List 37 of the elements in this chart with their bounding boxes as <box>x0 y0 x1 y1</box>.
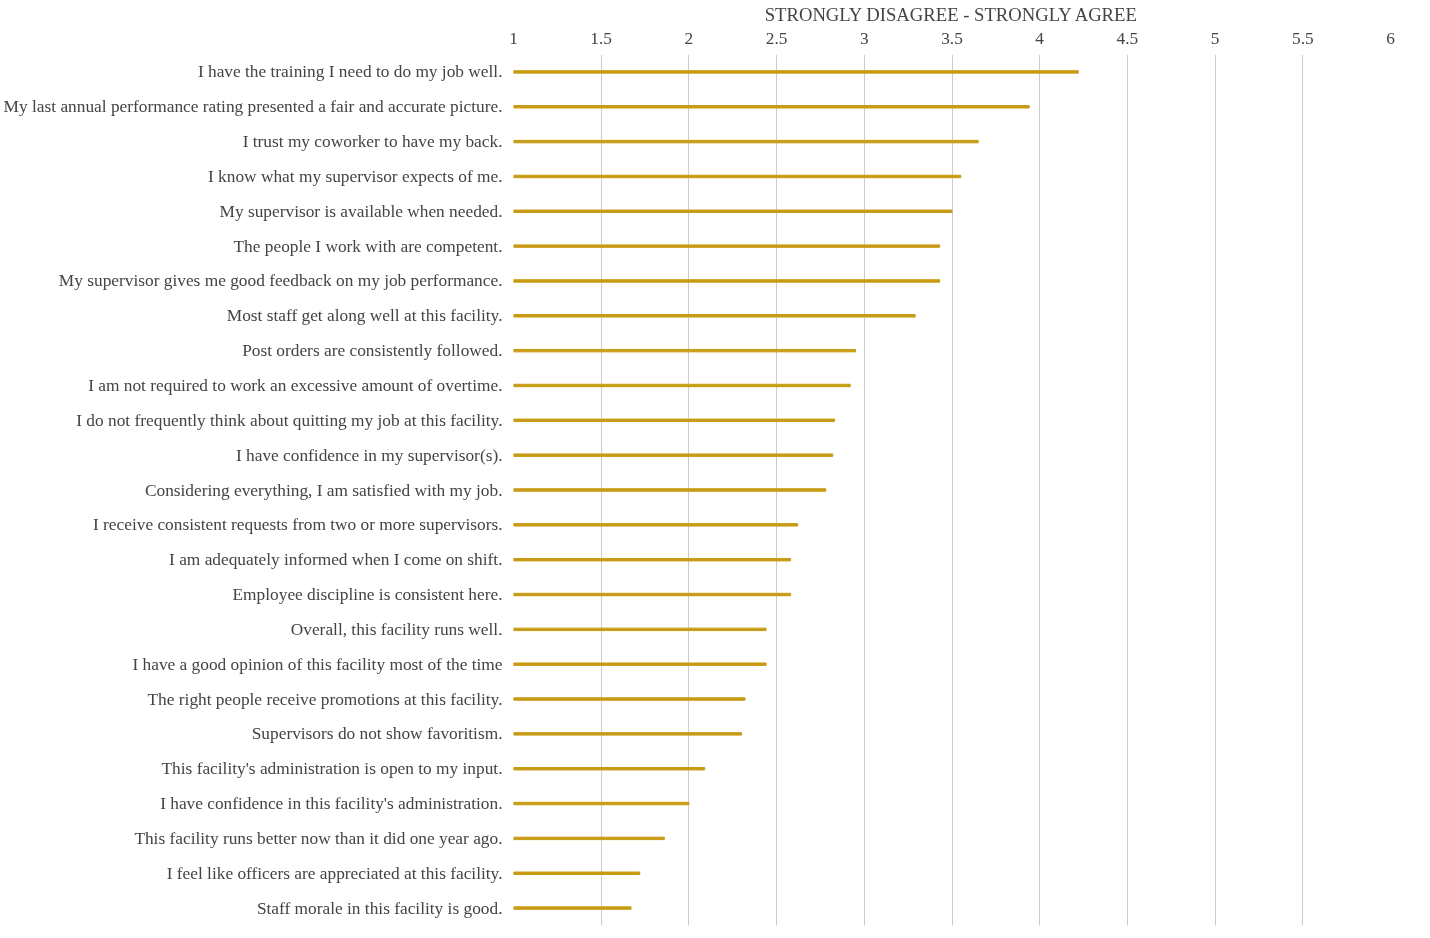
y-tick-label: This facility's administration is open to my input. <box>161 759 503 779</box>
y-tick-label: Employee discipline is consistent here. <box>232 585 503 605</box>
y-tick-label: The people I work with are competent. <box>233 236 503 256</box>
y-tick-label: I am adequately informed when I come on shift. <box>169 550 503 570</box>
y-tick-label: I feel like officers are appreciated at this facility. <box>166 863 503 883</box>
y-tick-label: Post orders are consistently followed. <box>242 341 503 361</box>
y-tick-label: Staff morale in this facility is good. <box>256 898 503 918</box>
y-tick-label: My supervisor gives me good feedback on my job performance. <box>58 271 503 291</box>
y-tick-label: I have the training I need to do my job well. <box>197 62 503 82</box>
x-axis-title: STRONGLY DISAGREE - STRONGLY AGREE <box>764 3 1137 25</box>
x-tick-label: 5 <box>1210 28 1220 48</box>
y-tick-label: I have a good opinion of this facility most of the time <box>132 654 503 674</box>
x-tick-label: 2.5 <box>765 28 788 48</box>
y-tick-label: My last annual performance rating presented a fair and accurate picture. <box>3 97 503 117</box>
y-tick-label: I am not required to work an excessive amount of overtime. <box>88 375 503 395</box>
x-tick-label: 3.5 <box>941 28 963 48</box>
y-tick-label: I do not frequently think about quitting my job at this facility. <box>76 410 503 430</box>
x-tick-label: 4 <box>1035 28 1045 48</box>
x-tick-label: 4.5 <box>1116 28 1139 48</box>
x-tick-label: 5.5 <box>1291 28 1314 48</box>
y-tick-label: I have confidence in my supervisor(s). <box>235 445 503 465</box>
y-tick-label: Supervisors do not show favoritism. <box>251 724 503 744</box>
x-tick-label: 6 <box>1386 28 1396 48</box>
y-tick-label: Most staff get along well at this facility. <box>226 306 503 326</box>
y-tick-label: My supervisor is available when needed. <box>219 201 503 221</box>
y-tick-label: This facility runs better now than it did one year ago. <box>134 828 503 848</box>
y-tick-label: The right people receive promotions at this facility. <box>147 689 503 709</box>
x-tick-label: 2 <box>684 28 694 48</box>
x-tick-label: 1 <box>509 28 518 48</box>
y-tick-label: I receive consistent requests from two or more supervisors. <box>93 515 503 535</box>
y-tick-label: I trust my coworker to have my back. <box>242 132 503 152</box>
x-tick-label: 3 <box>859 28 869 48</box>
y-tick-label: Considering everything, I am satisfied with my job. <box>144 480 503 500</box>
x-tick-label: 1.5 <box>590 28 613 48</box>
y-tick-label: I have confidence in this facility's administration. <box>160 794 503 814</box>
y-tick-label: Overall, this facility runs well. <box>290 619 503 639</box>
y-tick-label: I know what my supervisor expects of me. <box>207 166 503 186</box>
